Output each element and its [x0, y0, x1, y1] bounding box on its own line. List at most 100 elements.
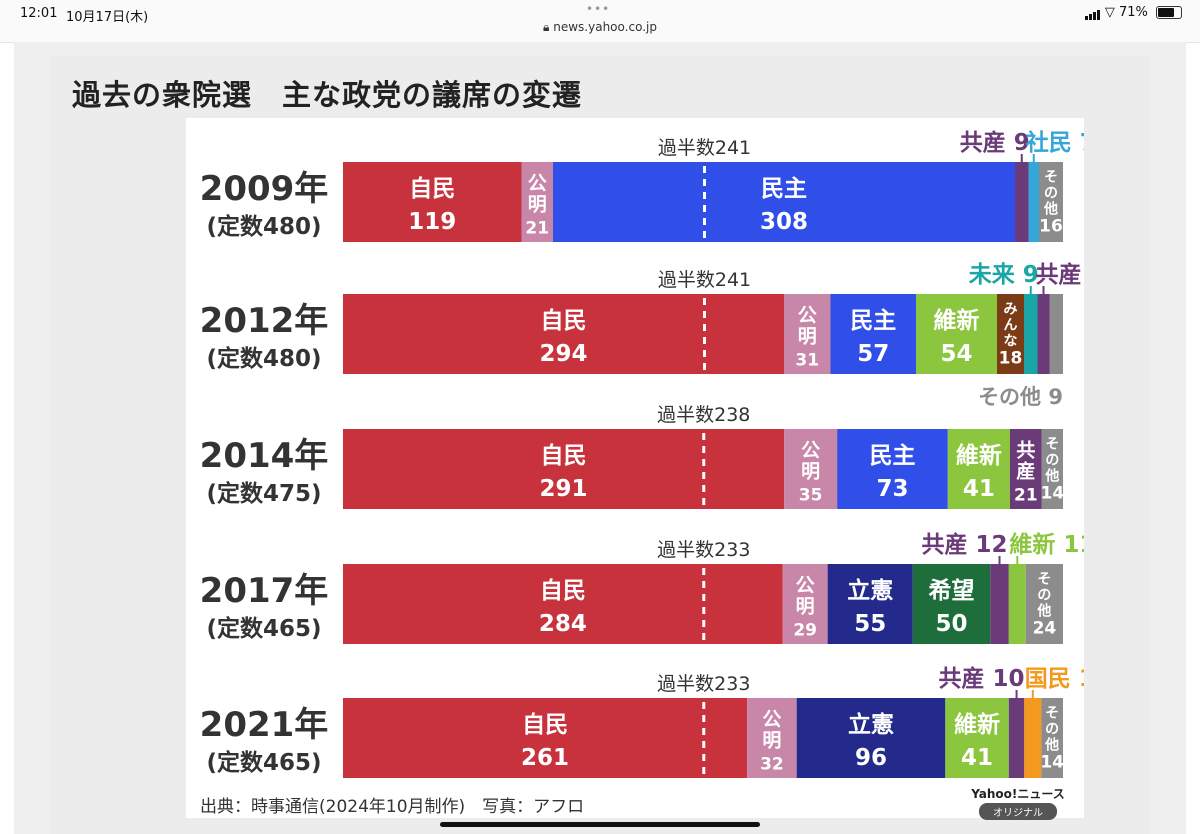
segment-party-label: 自民 [541, 442, 587, 469]
segment-callout-label: 維新 11 [1009, 531, 1084, 558]
address-bar[interactable]: 🔒︎ news.yahoo.co.jp [0, 20, 1200, 35]
segment-party-label: 自民 [540, 577, 586, 604]
segment-party-label: 公 [528, 173, 547, 195]
wifi-icon: ▽ [1104, 5, 1115, 20]
segment-国民 [1024, 698, 1042, 778]
segment-維新 [1008, 564, 1026, 644]
row-quota-label: (定数465) [206, 749, 321, 776]
segment-seat-label: 21 [525, 219, 549, 239]
segment-公明 [784, 429, 838, 509]
segment-公明 [782, 564, 828, 644]
battery-percent: 71% [1118, 5, 1148, 20]
brand-sub: オリジナル [979, 803, 1057, 820]
segment-party-label: そ [1044, 170, 1058, 186]
segment-party-label: 他 [1036, 603, 1051, 620]
segment-callout-label: 共産 10 [939, 665, 1025, 692]
segment-その他 [1025, 564, 1063, 644]
status-time: 12:01 [20, 6, 58, 21]
segment-維新 [945, 698, 1009, 778]
majority-label: 過半数241 [658, 137, 751, 159]
article-headline: 過去の衆院選 主な政党の議席の変遷 [72, 78, 583, 112]
segment-公明 [784, 294, 831, 374]
majority-label: 過半数233 [657, 539, 750, 561]
segment-party-label: 明 [798, 326, 817, 348]
segment-seat-label: 73 [876, 476, 908, 502]
status-bar: 12:01 10月17日(木) ••• 🔒︎ news.yahoo.co.jp … [0, 0, 1200, 43]
segment-party-label: 維新 [956, 442, 1002, 469]
segment-party-label: そ [1045, 437, 1059, 453]
row-year-label: 2014年 [200, 436, 329, 476]
segment-party-label: な [1004, 334, 1018, 350]
segment-callout-label: 共産 12 [922, 531, 1008, 558]
segment-seat-label: 291 [540, 476, 588, 502]
segment-party-label: そ [1037, 572, 1051, 588]
segment-party-label: の [1037, 588, 1051, 604]
segment-その他 [1041, 429, 1063, 509]
segment-seat-label: 308 [760, 209, 808, 235]
segment-party-label: 立憲 [848, 711, 894, 738]
segment-party-label: ん [1004, 318, 1018, 334]
segment-callout-label: 共産 8 [1036, 261, 1085, 288]
segment-party-label: の [1044, 186, 1058, 202]
segment-party-label: の [1045, 722, 1059, 738]
segment-その他 [1049, 294, 1063, 374]
segment-seat-label: 21 [1014, 486, 1038, 506]
segment-party-label: 他 [1044, 737, 1059, 754]
segment-seat-label: 96 [855, 745, 887, 771]
segment-seat-label: 119 [408, 209, 456, 235]
segment-party-label: 共 [1016, 440, 1035, 462]
segment-seat-label: 41 [961, 745, 993, 771]
segment-callout-label: 国民 11 [1025, 666, 1084, 692]
segment-立憲 [827, 564, 913, 644]
status-indicators: ▽ 71% [1084, 5, 1182, 20]
segment-seat-label: 261 [521, 745, 569, 771]
segment-自民 [343, 162, 522, 242]
row-year-label: 2012年 [200, 301, 329, 341]
segment-party-label: 他 [1043, 201, 1058, 218]
segment-その他 [1041, 698, 1063, 778]
row-year-label: 2009年 [200, 169, 329, 209]
segment-party-label: 公 [801, 440, 820, 462]
segment-自民 [343, 294, 784, 374]
segment-その他 [1039, 162, 1063, 242]
segment-みんな [997, 294, 1024, 374]
segment-民主 [837, 429, 948, 509]
segment-party-label: 産 [1016, 460, 1035, 483]
brand-name: Yahoo!ニュース [971, 787, 1065, 801]
row-quota-label: (定数480) [206, 345, 321, 372]
home-indicator[interactable] [440, 822, 760, 827]
address-url: news.yahoo.co.jp [553, 20, 657, 34]
segment-立憲 [796, 698, 946, 778]
more-dots-icon[interactable]: ••• [586, 2, 611, 16]
signal-icon [1084, 5, 1101, 20]
segment-seat-label: 54 [940, 341, 972, 367]
segment-自民 [343, 429, 785, 509]
row-quota-label: (定数480) [206, 213, 321, 240]
row-year-label: 2021年 [200, 705, 329, 745]
segment-希望 [912, 564, 991, 644]
segment-callout-label: その他 9 [978, 385, 1063, 409]
segment-callout-label: 社民 7 [1026, 129, 1084, 156]
segment-社民 [1028, 162, 1039, 242]
segment-共産 [990, 564, 1009, 644]
segment-party-label: 明 [528, 194, 547, 216]
segment-維新 [916, 294, 997, 374]
segment-party-label: 公 [762, 709, 781, 731]
segment-party-label: 維新 [954, 711, 1000, 738]
segment-party-label: 自民 [522, 711, 568, 738]
segment-party-label: 民主 [869, 443, 915, 469]
source-credit: 出典：時事通信(2024年10月制作) 写真：アフロ [200, 797, 585, 817]
segment-自民 [343, 698, 748, 778]
segment-seat-label: 41 [963, 476, 995, 502]
row-year-label: 2017年 [200, 571, 329, 611]
segment-seat-label: 24 [1033, 619, 1057, 639]
segment-民主 [830, 294, 916, 374]
majority-label: 過半数233 [657, 673, 750, 695]
segment-party-label: 明 [801, 461, 820, 483]
segment-party-label: の [1045, 453, 1059, 469]
segment-party-label: 民主 [761, 176, 807, 202]
segment-party-label: 明 [796, 596, 815, 618]
segment-party-label: 自民 [409, 175, 455, 202]
